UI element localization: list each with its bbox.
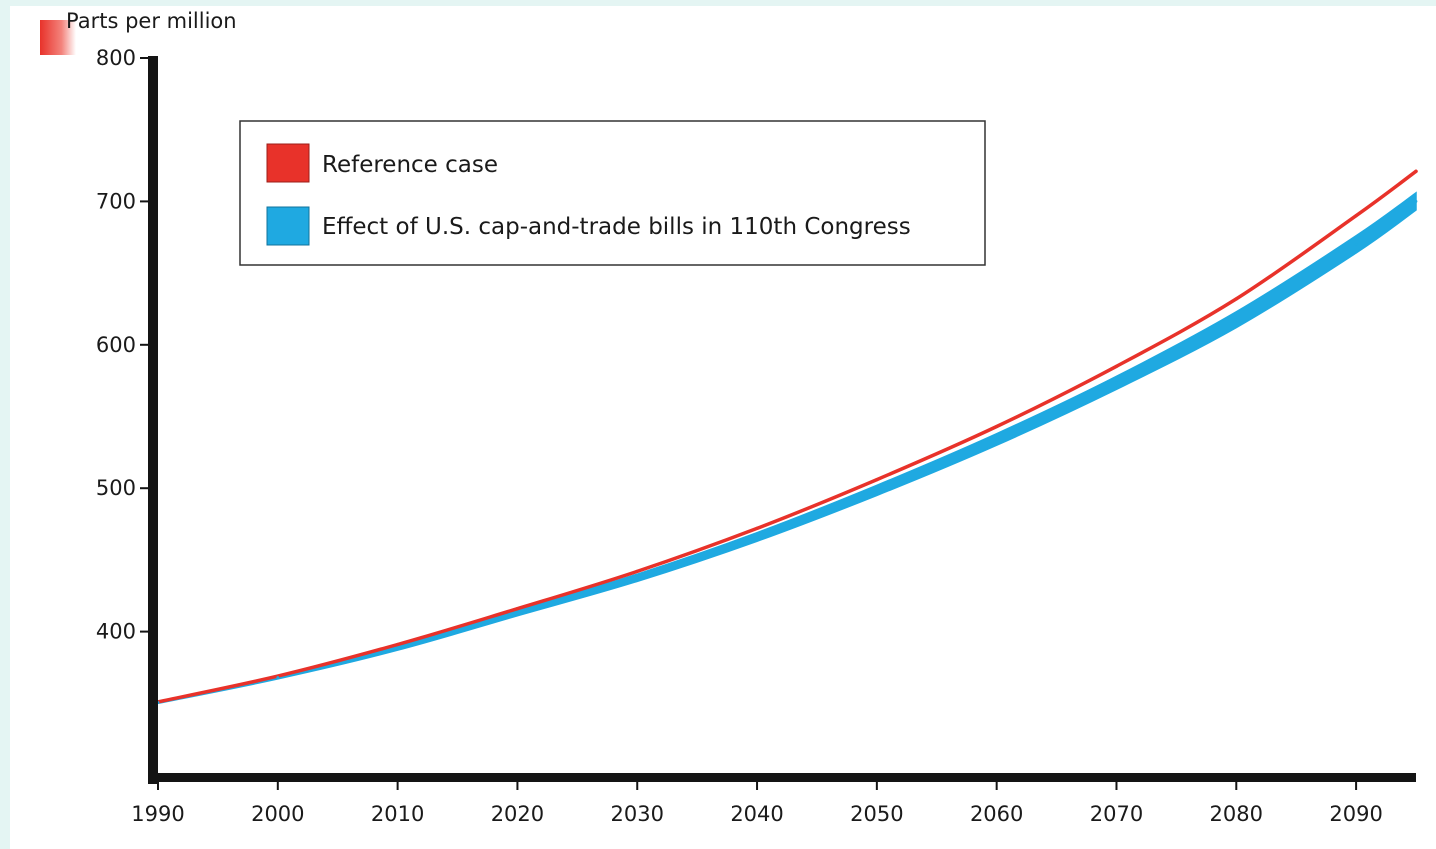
y-tick-labels: 400 500 600 700 800 — [96, 46, 136, 644]
reference-point-2010 — [396, 642, 400, 647]
reference-point-2050 — [875, 477, 879, 482]
y-axis-title: Parts per million — [66, 9, 237, 33]
x-tick-label-2000: 2000 — [251, 802, 304, 826]
cap-and-trade-point-2010 — [396, 646, 400, 650]
cap-and-trade-point-2080 — [1234, 318, 1238, 322]
chart-svg: Parts per million 400 500 600 700 800 1990 20… — [40, 9, 1418, 826]
y-tick-label-800: 800 — [96, 46, 136, 70]
x-tick-label-2080: 2080 — [1210, 802, 1263, 826]
legend-swatch-reference-case — [266, 143, 310, 183]
reference-point-2080 — [1234, 297, 1238, 301]
cap-and-trade-point-2050 — [875, 488, 879, 492]
x-tick-label-2090: 2090 — [1329, 802, 1382, 826]
x-tick-label-2040: 2040 — [730, 802, 783, 826]
legend-box — [239, 120, 986, 266]
cap-and-trade-point-2070 — [1115, 381, 1118, 385]
y-tick-label-400: 400 — [96, 620, 136, 644]
y-tick-label-700: 700 — [96, 189, 136, 213]
x-tick-label-2010: 2010 — [371, 802, 424, 826]
cap-and-trade-point-2000 — [276, 676, 280, 679]
legend-label-cap-and-trade: Effect of U.S. cap-and-trade bills in 11… — [322, 214, 911, 240]
x-tick-label-2070: 2070 — [1090, 802, 1143, 826]
cap-and-trade-point-2040 — [755, 535, 759, 539]
y-axis-line — [148, 56, 158, 784]
cap-and-trade-point-2060 — [995, 438, 999, 441]
reference-point-2095 — [1414, 169, 1418, 173]
reference-point-2020 — [515, 607, 520, 611]
x-tick-label-2020: 2020 — [491, 802, 544, 826]
corner-marker-icon — [40, 20, 76, 55]
cap-and-trade-point-2020 — [516, 611, 519, 615]
legend-swatch-cap-and-trade — [266, 206, 310, 246]
x-tick-label-2060: 2060 — [970, 802, 1023, 826]
chart-panel: Parts per million 400 500 600 700 800 1990 20… — [10, 6, 1436, 849]
legend-label-reference-case: Reference case — [322, 152, 498, 178]
reference-point-2070 — [1114, 364, 1119, 368]
y-tick-label-600: 600 — [96, 333, 136, 357]
y-tick-label-500: 500 — [96, 476, 136, 500]
x-tick-label-1990: 1990 — [131, 802, 184, 826]
legend: Reference case Effect of U.S. cap-and-tr… — [239, 120, 986, 266]
x-tick-label-2050: 2050 — [850, 802, 903, 826]
reference-point-2030 — [635, 569, 639, 573]
series-band-cap-and-trade — [157, 191, 1417, 705]
cap-and-trade-point-2030 — [635, 576, 639, 580]
x-tick-label-2030: 2030 — [611, 802, 664, 826]
reference-point-2060 — [995, 424, 999, 429]
reference-point-2040 — [755, 526, 759, 530]
cap-and-trade-point-2090 — [1354, 243, 1358, 246]
x-tick-labels: 1990 2000 2010 2020 2030 2040 2050 2060 2070 2080… — [131, 802, 1383, 826]
reference-point-2090 — [1354, 214, 1358, 218]
cap-and-trade-point-2095 — [1414, 200, 1418, 203]
tick-marks — [140, 57, 1358, 790]
x-axis-line — [148, 773, 1416, 782]
